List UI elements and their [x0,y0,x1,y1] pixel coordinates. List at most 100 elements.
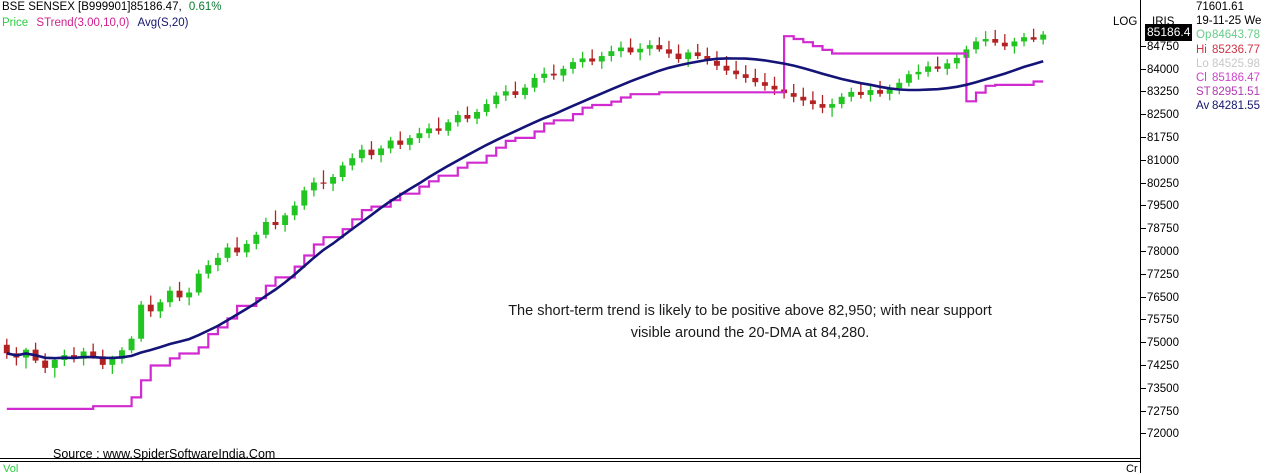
tick-mark-icon [1141,45,1146,47]
annotation-line-1: The short-term trend is likely to be pos… [508,303,992,319]
tick-label: 81000 [1147,154,1179,167]
quote-open-label: Op [1196,29,1212,42]
tick-mark-icon [1141,250,1146,252]
tick-label: 73500 [1147,382,1179,395]
price-axis-tick: 72750 [1141,406,1179,418]
price-chart-plot-area[interactable] [0,0,1140,458]
tick-label: 72750 [1147,405,1179,418]
price-axis-tick: 80250 [1141,178,1179,190]
supertrend-line [6,35,1044,410]
price-axis-tick: 84000 [1141,64,1179,76]
tick-mark-icon [1141,296,1146,298]
price-axis-tick: 78000 [1141,246,1179,258]
price-axis-tick: 83250 [1141,86,1179,98]
tick-label: 84750 [1147,40,1179,53]
candlestick-svg [3,28,1047,410]
volume-axis-separator [1140,458,1141,473]
tick-mark-icon [1141,136,1146,138]
chart-annotation: The short-term trend is likely to be pos… [440,300,1060,344]
quote-low-value: 84525.98 [1212,57,1260,70]
tick-mark-icon [1141,273,1146,275]
instrument-title-row: BSE SENSEX [B999901]85186.47, 0.61% [2,1,221,13]
volume-unit-label: Cr [1126,463,1138,475]
price-axis-tick: 73500 [1141,383,1179,395]
tick-mark-icon [1141,364,1146,366]
annotation-line-2: visible around the 20-DMA at 84,280. [630,325,870,341]
quote-average-value: 84281.55 [1212,100,1260,113]
quote-close-value: 85186.47 [1212,71,1260,84]
price-axis-tick: 81000 [1141,155,1179,167]
moving-average-line [6,57,1044,360]
quote-low-label: Lo [1196,57,1209,70]
legend-price[interactable]: Price [2,17,29,29]
tick-label: 75000 [1147,337,1179,350]
source-attribution: Source : www.SpiderSoftwareIndia.Com [53,447,276,461]
tick-mark-icon [1141,182,1146,184]
price-axis-tick: 76500 [1141,292,1179,304]
quote-close-label: Cl [1196,71,1207,84]
quote-panel: 71601.61 19-11-25 We Op84643.78 Hi 85236.… [1196,0,1266,114]
quote-date: 19-11-25 We [1196,15,1262,28]
tick-mark-icon [1141,410,1146,412]
tick-label: 78750 [1147,223,1179,236]
last-price-badge: 85186.4 [1145,24,1193,41]
price-axis-tick: 82500 [1141,109,1179,121]
tick-mark-icon [1141,68,1146,70]
tick-mark-icon [1141,159,1146,161]
quote-low-row: Lo 84525.98 [1196,57,1266,71]
price-axis-tick: 75750 [1141,314,1179,326]
price-axis-tick: 78750 [1141,223,1179,235]
tick-label: 72000 [1147,428,1179,441]
price-axis-tick: 81750 [1141,132,1179,144]
price-axis-tick: 75000 [1141,337,1179,349]
tick-label: 77250 [1147,268,1179,281]
price-axis-tick: 72000 [1141,428,1179,440]
change-percent: 0.61% [188,1,222,13]
tick-label: 74250 [1147,359,1179,372]
quote-average-row: Av 84281.55 [1196,99,1266,113]
quote-close-row: Cl 85186.47 [1196,71,1266,85]
quote-supertrend-row: ST82951.51 [1196,85,1266,99]
quote-high-label: Hi [1196,43,1207,56]
tick-label: 82500 [1147,109,1179,122]
tick-label: 80250 [1147,177,1179,190]
tick-label: 75750 [1147,314,1179,327]
tick-label: 84000 [1147,63,1179,76]
quote-open-row: Op84643.78 [1196,28,1266,42]
tick-mark-icon [1141,114,1146,116]
quote-supertrend-value: 82951.51 [1212,86,1260,99]
tick-mark-icon [1141,387,1146,389]
price-axis-tick: 84750 [1141,41,1179,53]
tick-mark-icon [1141,91,1146,93]
legend-supertrend[interactable]: STrend(3.00,10,0) [36,17,130,29]
tick-label: 83250 [1147,86,1179,99]
tick-label: 78000 [1147,245,1179,258]
instrument-title: BSE SENSEX [B999901]85186.47, [2,1,182,13]
price-axis[interactable]: 84750 84000 83250 82500 81750 81000 80250 79500… [1141,0,1201,458]
volume-pane-top-border [0,461,1140,462]
tick-mark-icon [1141,433,1146,435]
volume-pane-label: Vol [3,463,19,475]
tick-mark-icon [1141,319,1146,321]
tick-mark-icon [1141,342,1146,344]
quote-average-label: Av [1196,100,1210,113]
log-scale-toggle[interactable]: LOG [1113,16,1138,28]
price-axis-tick: 74250 [1141,360,1179,372]
quote-high-value: 85236.77 [1212,43,1260,56]
tick-label: 76500 [1147,291,1179,304]
tick-label: 79500 [1147,200,1179,213]
price-axis-tick: 79500 [1141,200,1179,212]
price-axis-tick: 77250 [1141,269,1179,281]
tick-label: 81750 [1147,132,1179,145]
quote-top-value: 71601.61 [1196,1,1244,13]
quote-high-row: Hi 85236.77 [1196,43,1266,57]
quote-supertrend-label: ST [1196,86,1211,99]
tick-mark-icon [1141,205,1146,207]
axis-vertical-separator [1140,0,1141,458]
quote-open-value: 84643.78 [1212,29,1260,42]
tick-mark-icon [1141,228,1146,230]
legend-moving-average[interactable]: Avg(S,20) [137,17,189,29]
plot-bottom-border [0,458,1140,459]
indicator-legend-row: Price STrend(3.00,10,0) Avg(S,20) [2,17,188,29]
